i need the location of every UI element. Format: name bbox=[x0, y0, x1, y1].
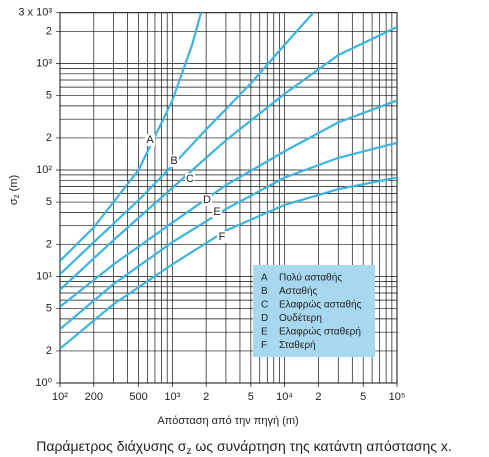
curve-label: F bbox=[219, 231, 226, 243]
y-tick-label: 2 bbox=[46, 132, 52, 144]
x-tick-label: 2 bbox=[203, 391, 209, 403]
caption-sub: z bbox=[186, 446, 191, 457]
legend-label: Ασταθής bbox=[279, 285, 318, 297]
y-tick-label: 10⁰ bbox=[35, 377, 52, 389]
curve bbox=[60, 12, 203, 262]
x-tick-label: 2 bbox=[315, 391, 321, 403]
curve-label-bg bbox=[202, 194, 212, 206]
curve bbox=[60, 99, 397, 308]
y-tick-label: 2 bbox=[46, 238, 52, 250]
x-tick-label: 10² bbox=[52, 391, 68, 403]
legend-label: Σταθερή bbox=[279, 339, 316, 351]
caption: Παράμετρος διάχυσης σz ως συνάρτηση της … bbox=[36, 438, 452, 457]
legend-label: Ελαφρώς σταθερή bbox=[279, 326, 361, 338]
caption-part: Παράμετρος διάχυσης σ bbox=[36, 438, 187, 454]
plot-frame bbox=[59, 12, 398, 384]
curve-label-bg bbox=[217, 231, 227, 243]
curve-label-bg bbox=[145, 134, 155, 146]
legend-label: Ελαφρώς ασταθής bbox=[279, 299, 362, 311]
curve-label: D bbox=[203, 194, 211, 206]
y-tick-label: 10³ bbox=[36, 57, 52, 69]
curve-label: A bbox=[146, 134, 154, 146]
y-axis-title-part: σ bbox=[8, 198, 20, 205]
legend-label: Ουδέτερη bbox=[279, 312, 322, 324]
curve-label-bg bbox=[185, 173, 195, 185]
curve-label-bg bbox=[212, 206, 222, 218]
curve-label: E bbox=[213, 206, 220, 218]
curve bbox=[60, 12, 315, 276]
legend-key: F bbox=[261, 340, 267, 351]
y-tick-label: 5 bbox=[46, 196, 52, 208]
y-tick-label: 2 bbox=[46, 345, 52, 357]
legend-key: D bbox=[261, 313, 268, 324]
x-tick-label: 10⁴ bbox=[276, 391, 293, 403]
y-axis-title-part: (m) bbox=[8, 175, 20, 195]
legend-key: E bbox=[261, 327, 268, 338]
y-tick-label: 3 x 10³ bbox=[18, 7, 52, 19]
y-axis-title: σz (m) bbox=[8, 175, 21, 205]
legend-label: Πολύ ασταθής bbox=[279, 272, 342, 284]
curve bbox=[60, 141, 397, 331]
curve-label: C bbox=[186, 173, 194, 185]
caption-part: ως συνάρτηση της κατάντη απόστασης x. bbox=[191, 438, 451, 454]
x-tick-label: 10⁵ bbox=[389, 391, 406, 403]
x-tick-label: 200 bbox=[85, 391, 103, 403]
x-tick-label: 5 bbox=[360, 391, 366, 403]
curve-label-bg bbox=[169, 155, 179, 167]
curve bbox=[60, 176, 397, 350]
y-tick-label: 10² bbox=[36, 164, 52, 176]
curve bbox=[60, 26, 397, 291]
y-tick-label: 5 bbox=[46, 89, 52, 101]
legend-box bbox=[253, 265, 375, 357]
y-tick-label: 10¹ bbox=[36, 270, 52, 282]
x-axis-title: Απόσταση από την πηγή (m) bbox=[157, 415, 298, 427]
curves bbox=[60, 12, 397, 350]
y-tick-label: 5 bbox=[46, 302, 52, 314]
x-tick-label: 500 bbox=[129, 391, 147, 403]
y-axis-title-sub: z bbox=[12, 194, 21, 198]
legend-key: B bbox=[261, 286, 268, 297]
legend-key: A bbox=[261, 273, 268, 284]
x-tick-label: 10³ bbox=[164, 391, 180, 403]
x-tick-label: 5 bbox=[248, 391, 254, 403]
curve-label: B bbox=[170, 155, 177, 167]
legend-key: C bbox=[261, 300, 268, 311]
y-tick-label: 2 bbox=[46, 25, 52, 37]
